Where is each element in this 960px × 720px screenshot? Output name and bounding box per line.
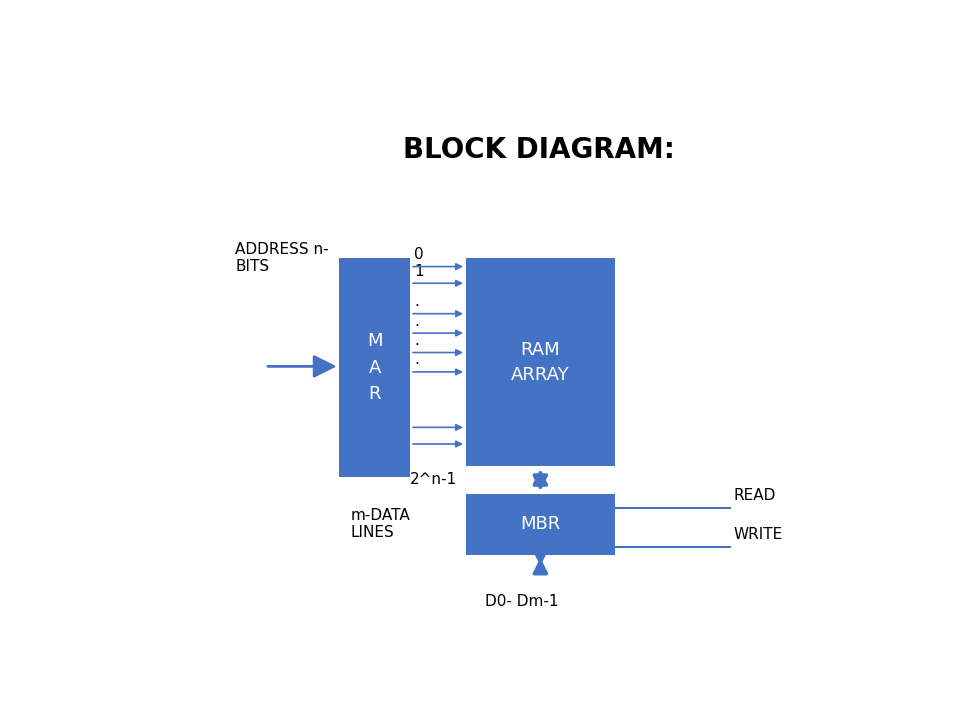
Text: READ: READ bbox=[733, 488, 777, 503]
Text: ADDRESS n-
BITS: ADDRESS n- BITS bbox=[235, 242, 329, 274]
Bar bbox=[340, 258, 410, 477]
Text: 1: 1 bbox=[414, 264, 423, 279]
Text: D0- Dm-1: D0- Dm-1 bbox=[485, 594, 559, 608]
Text: MBR: MBR bbox=[520, 516, 561, 534]
Text: 0: 0 bbox=[414, 247, 423, 262]
Bar bbox=[466, 494, 614, 555]
Text: 2^n-1: 2^n-1 bbox=[410, 472, 457, 487]
Text: .: . bbox=[414, 314, 419, 328]
Text: .: . bbox=[414, 333, 419, 348]
Text: RAM
ARRAY: RAM ARRAY bbox=[511, 341, 569, 384]
Text: WRITE: WRITE bbox=[733, 527, 783, 542]
Text: .: . bbox=[414, 294, 419, 310]
Text: .: . bbox=[414, 353, 419, 367]
Text: m-DATA
LINES: m-DATA LINES bbox=[350, 508, 410, 540]
Bar bbox=[466, 258, 614, 466]
Text: BLOCK DIAGRAM:: BLOCK DIAGRAM: bbox=[403, 136, 675, 164]
Text: M
A
R: M A R bbox=[367, 333, 383, 403]
